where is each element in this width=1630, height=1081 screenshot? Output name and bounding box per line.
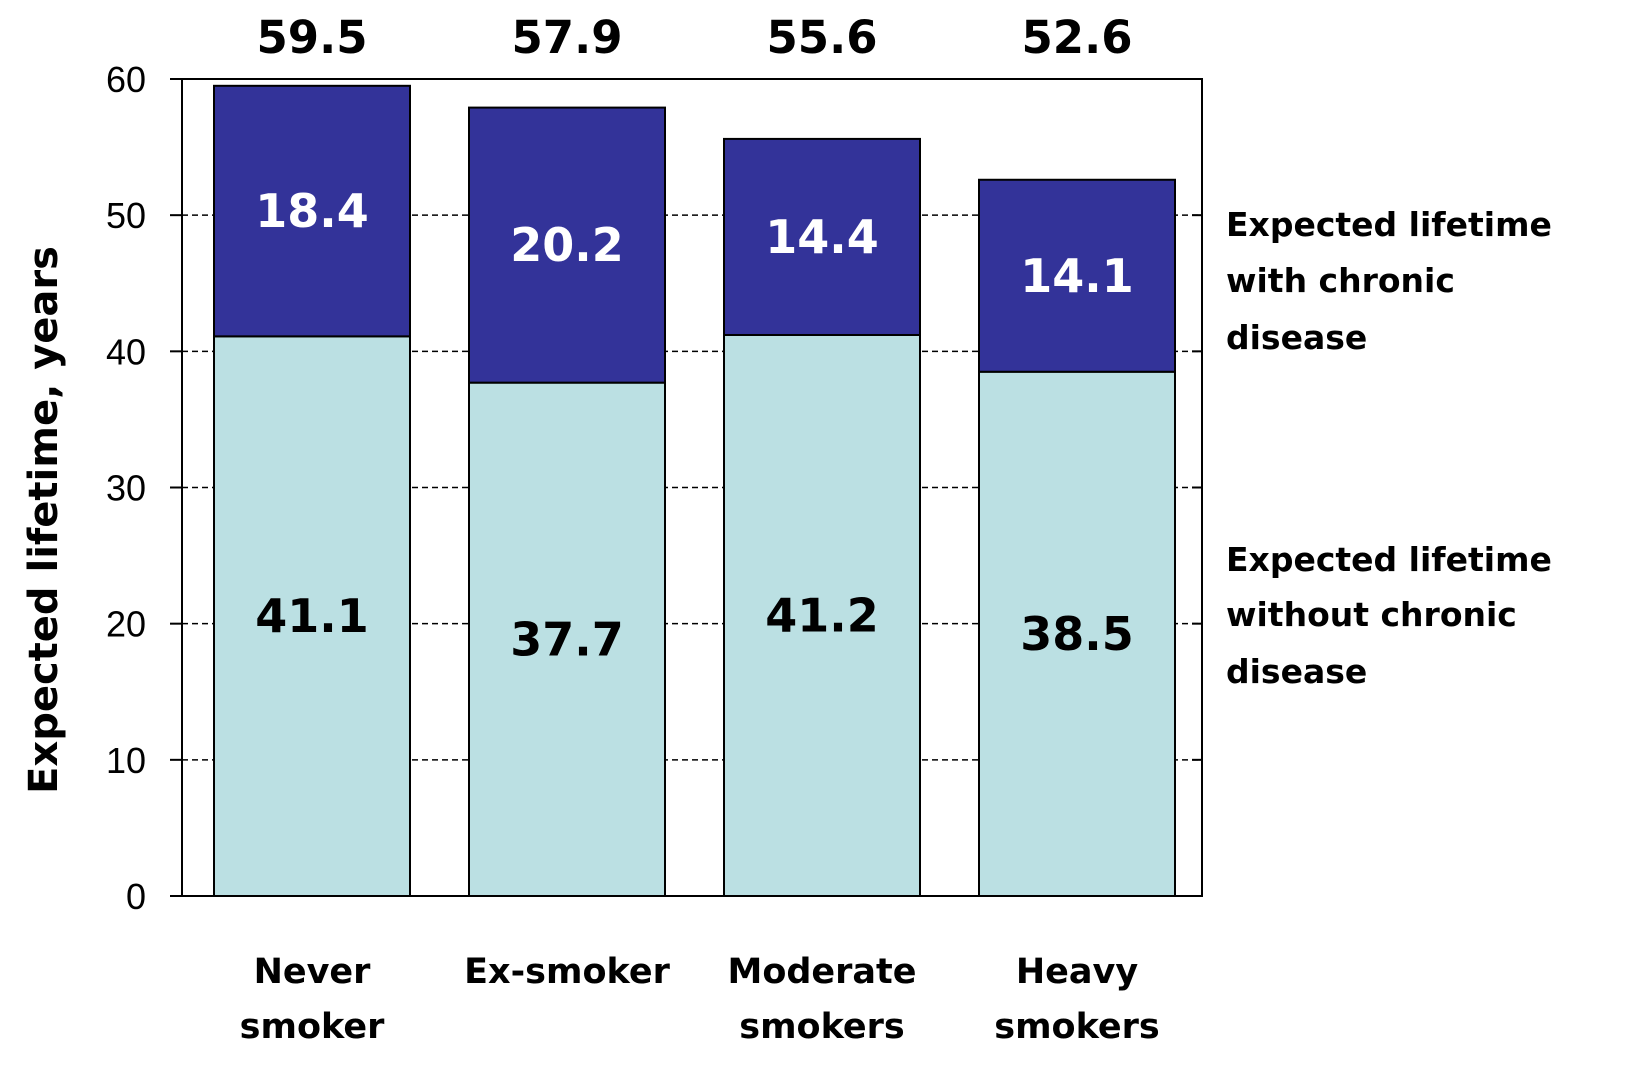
labels: 0 10 20 30 40 50 60 41.1 18.4 59.5 Never smoker 37.7…: [106, 11, 1552, 1047]
y-tick-label: 20: [106, 604, 146, 645]
data-label-without: 38.5: [1020, 607, 1134, 661]
category-label: smokers: [739, 1007, 905, 1047]
data-label-with: 18.4: [255, 184, 369, 238]
legend-label: disease: [1226, 318, 1367, 357]
legend-label: Expected lifetime: [1226, 205, 1552, 244]
category-label: Moderate: [727, 952, 916, 992]
y-tick-label: 50: [106, 195, 146, 236]
y-tick-label: 30: [106, 468, 146, 509]
total-label: 59.5: [256, 11, 367, 64]
legend-label: with chronic: [1226, 261, 1455, 300]
category-label: smokers: [994, 1007, 1160, 1047]
total-label: 52.6: [1021, 11, 1132, 64]
bars: [213, 84, 1176, 898]
y-axis-label: Expected lifetime, years: [21, 246, 67, 794]
legend-label: disease: [1226, 652, 1367, 691]
bar-with-chronic-disease: [723, 137, 921, 336]
y-tick-label: 40: [106, 331, 146, 372]
axes: [170, 78, 1203, 897]
data-label-with: 14.4: [765, 210, 879, 264]
data-label-with: 14.1: [1020, 249, 1134, 303]
category-label: Ex-smoker: [464, 952, 670, 992]
category-label: Never: [254, 952, 372, 992]
total-label: 55.6: [766, 11, 877, 64]
total-label: 57.9: [511, 11, 622, 64]
bar-without-chronic-disease: [213, 335, 411, 898]
legend-label: without chronic: [1226, 595, 1517, 634]
y-tick-label: 0: [126, 876, 146, 917]
y-tick-label: 10: [106, 740, 146, 781]
data-label-with: 20.2: [510, 218, 624, 272]
category-label: Heavy: [1016, 952, 1138, 992]
data-label-without: 41.1: [255, 589, 369, 643]
bar-with-chronic-disease: [213, 84, 411, 338]
data-label-without: 37.7: [510, 612, 624, 666]
data-label-without: 41.2: [765, 588, 879, 642]
legend-label: Expected lifetime: [1226, 540, 1552, 579]
bar-with-chronic-disease: [468, 106, 666, 384]
category-label: smoker: [240, 1007, 385, 1047]
bar-without-chronic-disease: [978, 370, 1176, 897]
y-tick-label: 60: [106, 59, 146, 100]
bar-with-chronic-disease: [978, 178, 1176, 373]
